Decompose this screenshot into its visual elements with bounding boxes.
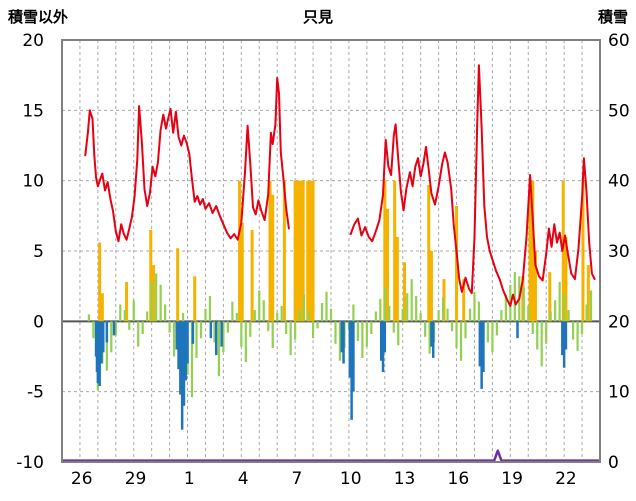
x-axis-tick: 10	[340, 469, 362, 489]
left-axis-tick: -10	[16, 453, 44, 473]
right-axis-tick: 20	[608, 312, 630, 332]
chart-title: 只見	[302, 8, 333, 26]
right-axis-tick: 60	[608, 31, 630, 51]
x-axis-tick: 4	[238, 469, 249, 489]
x-axis-tick: 29	[125, 469, 147, 489]
right-axis-tick: 40	[608, 172, 630, 192]
left-axis-tick: 0	[33, 312, 44, 332]
x-axis-tick: 16	[448, 469, 470, 489]
left-axis-tick: -5	[27, 383, 44, 403]
right-axis-tick: 50	[608, 101, 630, 121]
x-axis-tick: 1	[184, 469, 195, 489]
right-axis-tick: 10	[608, 383, 630, 403]
x-axis-tick: 7	[292, 469, 303, 489]
left-axis-title: 積雪以外	[8, 8, 69, 26]
left-axis-tick: 15	[22, 101, 44, 121]
right-axis-tick: 0	[608, 453, 619, 473]
x-axis-tick: 19	[501, 469, 523, 489]
x-axis-tick: 13	[394, 469, 416, 489]
x-axis-tick: 22	[555, 469, 577, 489]
left-axis-tick: 5	[33, 242, 44, 262]
left-axis-tick: 10	[22, 172, 44, 192]
right-axis-tick: 30	[608, 242, 630, 262]
x-axis-tick: 26	[71, 469, 93, 489]
left-axis-tick: 20	[22, 31, 44, 51]
right-axis-title: 積雪	[597, 8, 628, 26]
